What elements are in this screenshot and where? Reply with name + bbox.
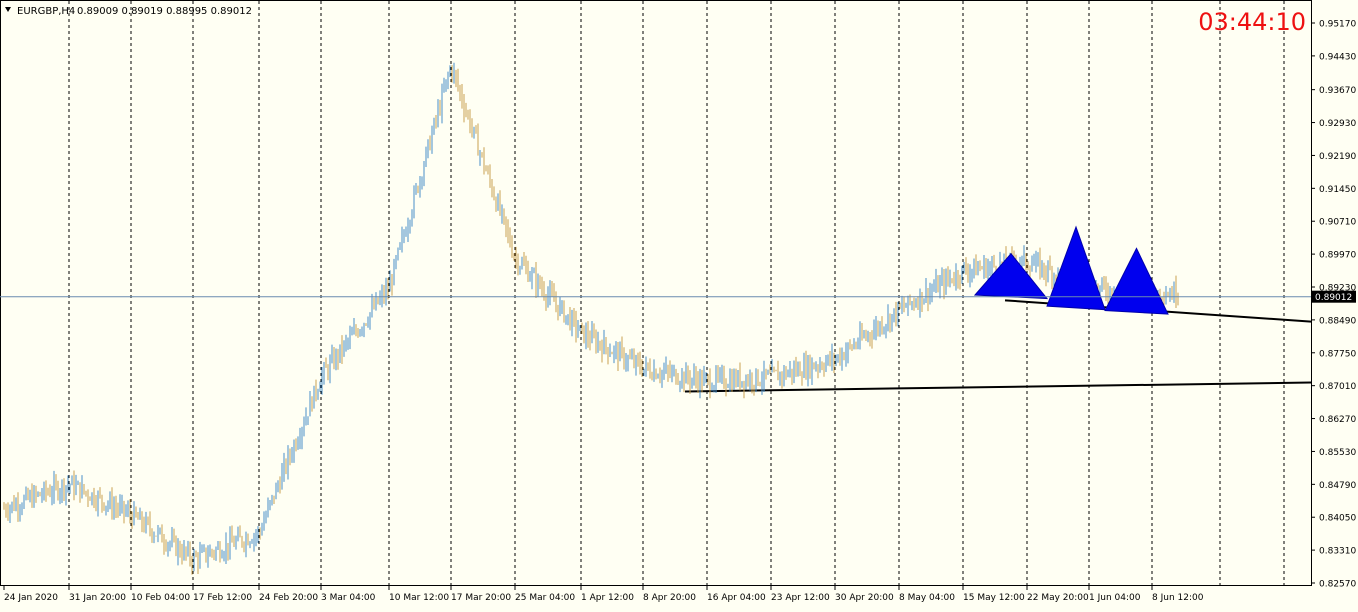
pattern-triangles xyxy=(973,225,1169,315)
pattern-triangle xyxy=(1104,247,1169,315)
y-tick-label: 0.89230 xyxy=(1319,284,1356,294)
current-price-label: 0.89012 xyxy=(1315,293,1352,303)
x-axis: 24 Jan 2020 31 Jan 20:00 10 Feb 04:00 17 Fe… xyxy=(3,585,1204,603)
x-tick-label: 8 May 04:00 xyxy=(899,593,955,603)
x-tick-label: 1 Apr 12:00 xyxy=(581,593,634,603)
x-tick-label: 10 Feb 04:00 xyxy=(131,593,190,603)
x-tick-label: 25 Mar 04:00 xyxy=(515,593,575,603)
ohlc-text: 0.89009 0.89019 0.88995 0.89012 xyxy=(77,6,252,17)
x-tick-label: 24 Feb 20:00 xyxy=(259,593,318,603)
price-bars xyxy=(3,62,1179,575)
y-tick-label: 0.91450 xyxy=(1319,185,1356,195)
y-tick-label: 0.86270 xyxy=(1319,415,1356,425)
y-tick-label: 0.92190 xyxy=(1319,152,1356,162)
x-tick-label: 15 May 12:00 xyxy=(963,593,1025,603)
y-tick-label: 0.88490 xyxy=(1319,316,1356,326)
trendline xyxy=(684,381,1312,393)
x-tick-label: 22 May 20:00 xyxy=(1027,593,1089,603)
y-tick-label: 0.92930 xyxy=(1319,119,1356,129)
y-tick-label: 0.87750 xyxy=(1319,349,1356,359)
symbol-label: EURGBP,H4 xyxy=(17,6,75,17)
x-tick-label: 17 Feb 12:00 xyxy=(193,593,252,603)
x-tick-label: 1 Jun 04:00 xyxy=(1089,593,1141,603)
x-tick-label: 16 Apr 04:00 xyxy=(707,593,766,603)
y-tick-label: 0.95170 xyxy=(1319,20,1356,30)
x-tick-label: 8 Jun 12:00 xyxy=(1152,593,1204,603)
y-tick-label: 0.89970 xyxy=(1319,251,1356,261)
y-tick-label: 0.90710 xyxy=(1319,218,1356,228)
grid-lines xyxy=(68,1,1285,585)
y-tick-label: 0.83310 xyxy=(1319,547,1356,557)
triangle-down-icon[interactable] xyxy=(5,7,11,12)
x-tick-label: 31 Jan 20:00 xyxy=(69,593,126,603)
current-price-badge xyxy=(1312,290,1356,303)
y-tick-label: 0.87010 xyxy=(1319,382,1356,392)
x-tick-label: 3 Mar 04:00 xyxy=(321,593,376,603)
y-tick-label: 0.82570 xyxy=(1319,580,1356,590)
pattern-triangle xyxy=(1046,225,1106,311)
y-tick-label: 0.84790 xyxy=(1319,481,1356,491)
y-tick-label: 0.85530 xyxy=(1319,448,1356,458)
y-axis: 0.95170 0.94430 0.93670 0.92930 0.92190 0.914… xyxy=(1311,20,1356,590)
x-tick-label: 23 Apr 12:00 xyxy=(771,593,830,603)
x-tick-label: 24 Jan 2020 xyxy=(4,593,58,603)
y-tick-label: 0.84050 xyxy=(1319,514,1356,524)
x-tick-label: 10 Mar 12:00 xyxy=(389,593,449,603)
x-tick-label: 30 Apr 20:00 xyxy=(835,593,894,603)
x-tick-label: 8 Apr 20:00 xyxy=(643,593,696,603)
x-tick-label: 17 Mar 20:00 xyxy=(451,593,511,603)
y-tick-label: 0.94430 xyxy=(1319,52,1356,62)
plot-frame xyxy=(0,0,1312,586)
y-tick-label: 0.93670 xyxy=(1319,86,1356,96)
countdown-clock: 03:44:10 xyxy=(1198,8,1306,36)
